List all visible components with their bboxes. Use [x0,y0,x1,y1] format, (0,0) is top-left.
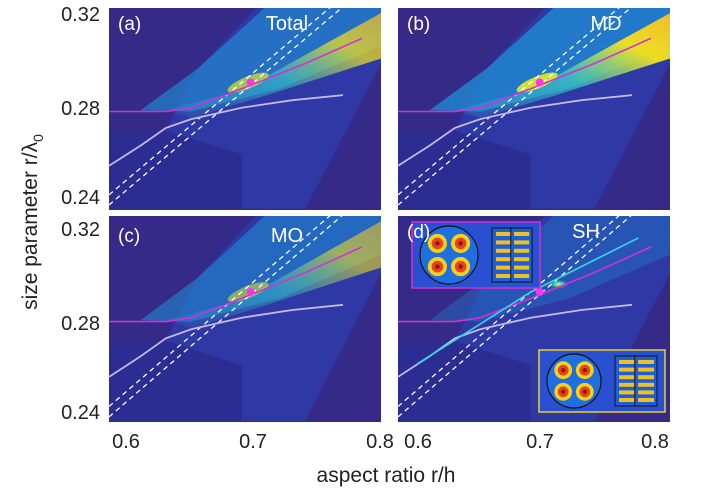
panel-c: (c) MO [109,216,381,422]
resonance-point [535,78,544,87]
panel-label: (a) [118,14,141,35]
hotspot [549,280,568,289]
dashed-line [398,8,632,206]
dashed-line [109,216,343,418]
panel-title: MD [590,13,621,35]
panel-d: (d) SH [398,216,670,422]
panel-label: (d) [407,222,430,243]
field-lobe [140,8,381,112]
resonance-band [165,221,381,328]
inset-bottom [538,349,666,413]
pale-curve [109,94,344,167]
field-dip [109,340,242,421]
field-dip [398,130,531,209]
panel-title: Total [266,13,308,35]
resonance-band [454,13,670,118]
resonance-point [535,287,544,296]
x-axis-label: aspect ratio r/h [317,464,456,487]
panel-a: (a) Total [109,8,381,210]
panel-label: (c) [118,226,140,247]
panel-field [109,8,381,209]
x-tick-left-0: 0.6 [112,431,140,453]
resonance-point [246,287,255,296]
x-tick-right-1: 0.7 [526,431,554,453]
field-lobe [429,8,670,112]
y-axis-label: size parameter r/λ0 [19,134,46,310]
dashed-line [398,8,620,196]
dashed-line [109,8,331,196]
y-tick-bottom-1: 0.28 [61,313,100,335]
magenta-curve [109,246,363,323]
panel-field [109,216,381,421]
x-tick-right-0: 0.6 [404,431,432,453]
x-tick-right-2: 0.8 [641,431,669,453]
field-lobe [140,216,381,322]
inset-top [411,221,541,289]
resonance-band [165,13,381,118]
panel-label: (b) [407,14,430,35]
x-tick-left-1: 0.7 [239,431,267,453]
dashed-line [109,216,331,408]
x-tick-left-2: 0.8 [366,431,394,453]
y-tick-top-0: 0.32 [61,4,100,26]
field-lobe [429,216,670,322]
pale-curve [109,303,344,378]
cyan-curve [416,237,639,365]
panel-title: MO [271,225,303,247]
resonance-point [246,78,255,87]
pale-curve [398,94,633,167]
panel-title: SH [572,221,600,243]
y-axis-label-main: size parameter r/λ [19,141,42,310]
y-tick-bottom-2: 0.24 [61,402,100,424]
y-axis-label-sub: 0 [30,134,46,142]
panel-field [398,8,670,209]
magenta-curve [109,37,363,113]
panel-b: (b) MD [398,8,670,210]
dashed-line [398,216,632,418]
y-tick-top-1: 0.28 [61,98,100,120]
magenta-curve [398,37,652,113]
field-dip [398,340,531,421]
y-tick-bottom-0: 0.32 [61,219,100,241]
field-dip [109,130,242,209]
y-tick-top-2: 0.24 [61,187,100,209]
dashed-line [109,8,343,206]
